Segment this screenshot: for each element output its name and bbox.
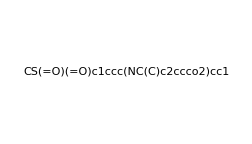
Text: CS(=O)(=O)c1ccc(NC(C)c2ccco2)cc1: CS(=O)(=O)c1ccc(NC(C)c2ccco2)cc1 bbox=[23, 67, 229, 77]
